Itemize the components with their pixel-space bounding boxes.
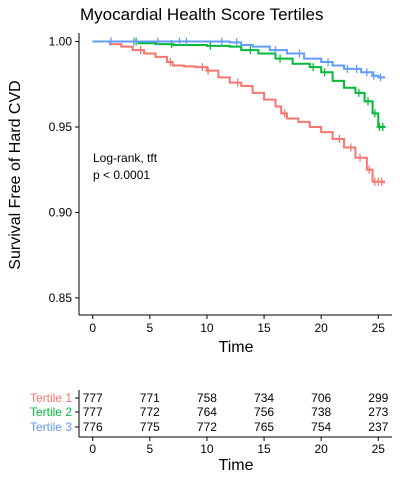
x-tick-label: 20	[314, 321, 328, 335]
risk-table-row-label: Tertile 3	[30, 420, 72, 434]
risk-table-count: 273	[368, 405, 388, 419]
chart-title: Myocardial Health Score Tertiles	[80, 5, 323, 24]
risk-table-count: 777	[83, 405, 103, 419]
risk-table-count: 772	[197, 420, 217, 434]
risk-table-count: 706	[311, 391, 331, 405]
y-axis-label: Survival Free of Hard CVD	[7, 80, 24, 269]
risk-table-count: 738	[311, 405, 331, 419]
p-value-label: p < 0.0001	[93, 168, 150, 182]
x-tick-label: 25	[372, 321, 386, 335]
survival-curve-tertile-3	[92, 40, 386, 79]
logrank-label: Log-rank, tft	[93, 151, 158, 165]
risk-table-x-tick-label: 10	[200, 442, 214, 456]
y-tick-label: 1.00	[49, 35, 73, 49]
risk-table-count: 756	[254, 405, 274, 419]
y-tick-label: 0.95	[49, 120, 73, 134]
risk-table-count: 771	[140, 391, 160, 405]
plot-area: 0.85 0.90 0.95 1.00 0 5 10 15 20 25	[49, 33, 392, 335]
survival-curve-tertile-2	[92, 40, 386, 128]
risk-table-x-tick-label: 20	[314, 442, 328, 456]
risk-table-count: 764	[197, 405, 217, 419]
x-tick-label: 10	[200, 321, 214, 335]
risk-table-count: 237	[368, 420, 388, 434]
x-tick-label: 5	[146, 321, 153, 335]
risk-table-x-axis-label: Time	[219, 457, 254, 474]
x-axis-label: Time	[219, 339, 254, 356]
survival-curve-tertile-1	[92, 40, 386, 184]
risk-table-count: 777	[83, 391, 103, 405]
risk-table-row-label: Tertile 2	[30, 405, 72, 419]
y-tick-label: 0.90	[49, 205, 73, 219]
risk-table-x-tick-label: 5	[146, 442, 153, 456]
x-tick-label: 15	[257, 321, 271, 335]
risk-table-x-tick-label: 15	[257, 442, 271, 456]
risk-table-count: 754	[311, 420, 331, 434]
risk-table-row-label: Tertile 1	[30, 391, 72, 405]
risk-table-count: 734	[254, 391, 274, 405]
risk-table-count: 765	[254, 420, 274, 434]
risk-table-count: 775	[140, 420, 160, 434]
risk-table-x-tick-label: 25	[372, 442, 386, 456]
risk-table-count: 776	[83, 420, 103, 434]
risk-table-count: 772	[140, 405, 160, 419]
risk-table-count: 758	[197, 391, 217, 405]
x-tick-label: 0	[89, 321, 96, 335]
risk-table-count: 299	[368, 391, 388, 405]
risk-table-x-tick-label: 0	[89, 442, 96, 456]
y-tick-label: 0.85	[49, 291, 73, 305]
